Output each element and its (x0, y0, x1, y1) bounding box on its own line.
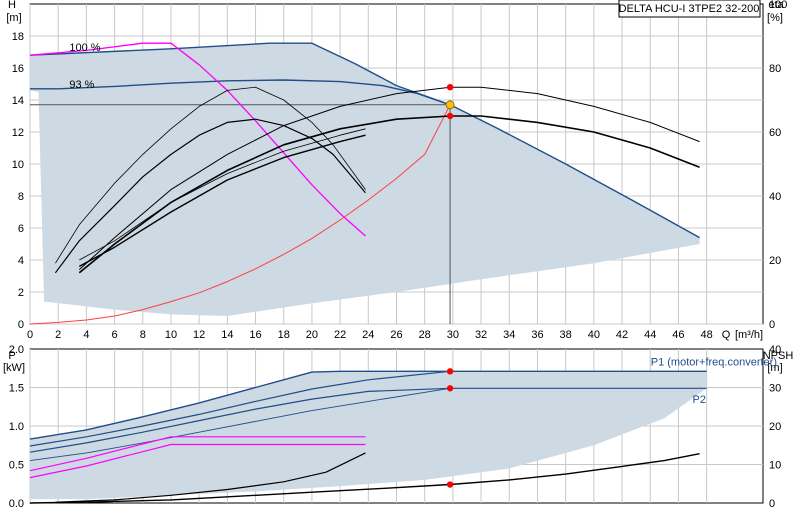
upper-operating-region (30, 43, 700, 316)
x-tick-label: 44 (644, 329, 656, 341)
x-tick-label: 16 (249, 329, 261, 341)
x-tick-label: 8 (140, 329, 146, 341)
x-tick-label: 20 (306, 329, 318, 341)
series-eta-curve-3 (79, 128, 366, 261)
p2-marker (446, 385, 454, 392)
x-tick-label: 0 (27, 329, 33, 341)
npsh-marker (446, 481, 454, 488)
series-eta-curve-2 (54, 118, 366, 274)
x-tick-label: 12 (193, 329, 205, 341)
series-p1-93 (29, 370, 451, 447)
y2-tick-label: 0 (769, 319, 775, 331)
chart-title: DELTA HCU-I 3TPE2 32-200 (619, 3, 760, 15)
lower-series-lines (29, 370, 707, 504)
x-tick-label: 38 (560, 329, 572, 341)
x-axis-label: Q (722, 329, 731, 341)
y2-tick-label: 100 (769, 0, 787, 11)
y-tick-label: 8 (18, 191, 24, 203)
y-tick-label: 16 (12, 63, 24, 75)
series-system-curve (29, 104, 451, 325)
lower-y2-tick-label: 20 (769, 421, 781, 433)
x-tick-label: 18 (278, 329, 290, 341)
series-p1-envelope (29, 370, 707, 440)
lower-y2-tick-label: 10 (769, 460, 781, 472)
series-p1-speed-limit (29, 436, 366, 472)
x-tick-label: 40 (588, 329, 600, 341)
series-p2-93 (29, 387, 451, 462)
lower-y-tick-label: 1.0 (9, 421, 24, 433)
p2-annotation: P2 (693, 394, 706, 406)
x-tick-label: 14 (221, 329, 233, 341)
title-box (618, 0, 761, 18)
y-tick-label: 4 (18, 255, 24, 267)
series-eta-curve-1 (55, 86, 366, 264)
lower-y-tick-label: 0.5 (9, 460, 24, 472)
series-head-100 (29, 42, 700, 239)
speed-annotation: 93 % (69, 79, 94, 91)
lower-y2-label: NPSH (763, 350, 794, 362)
upper-tick-labels: 0 2 4 6 8 10 12 14 16 18 20 22 24 26 28 30 32 34 36 38 40 42 4… (12, 0, 788, 341)
y2-tick-label: 40 (769, 191, 781, 203)
lower-y-label: P (8, 350, 15, 362)
x-axis-unit: [m³/h] (735, 329, 763, 341)
eta-upper-marker (446, 84, 454, 91)
p1-marker (446, 368, 454, 375)
x-tick-label: 36 (531, 329, 543, 341)
eta-lower-marker (446, 112, 454, 120)
lower-y-tick-label: 2.0 (9, 344, 24, 356)
annotations: 100 % 93 % P1 (motor+freq.converter) P2 (69, 42, 777, 406)
p1-annotation: P1 (motor+freq.converter) (651, 356, 777, 368)
series-npsh-curve-1 (55, 452, 366, 503)
x-tick-label: 4 (83, 329, 89, 341)
x-tick-label: 10 (165, 329, 177, 341)
y-tick-label: 6 (18, 223, 24, 235)
upper-region-fill (30, 43, 700, 316)
y-tick-label: 2 (18, 287, 24, 299)
x-tick-label: 46 (672, 329, 684, 341)
y2-tick-label: 80 (769, 63, 781, 75)
series-p2-100 (29, 387, 707, 453)
x-tick-label: 24 (362, 329, 374, 341)
lower-y2-unit: [m] (767, 362, 782, 374)
x-tick-label: 26 (390, 329, 402, 341)
x-tick-label: 48 (700, 329, 712, 341)
upper-series-lines (29, 42, 700, 325)
series-head-93 (30, 79, 451, 106)
y-tick-label: 10 (12, 159, 24, 171)
lower-y2-tick-label: 0 (769, 498, 775, 510)
lower-y2-tick-label: 40 (769, 344, 781, 356)
upper-y2-label: eta (768, 0, 784, 11)
series-eta-93 (78, 115, 700, 274)
x-tick-label: 6 (112, 329, 118, 341)
lower-y-tick-label: 1.5 (9, 383, 24, 395)
x-tick-label: 30 (447, 329, 459, 341)
series-eta-curve-4 (78, 134, 366, 268)
lower-y-tick-label: 0.0 (9, 498, 24, 510)
lower-tick-labels: 0.0 0.5 1.0 1.5 2.0 0 10 20 30 40 (9, 344, 782, 510)
x-tick-label: 28 (419, 329, 431, 341)
series-eta-100 (78, 86, 700, 270)
upper-y2-unit: [%] (767, 12, 783, 24)
x-tick-label: 32 (475, 329, 487, 341)
y-tick-label: 0 (18, 319, 24, 331)
x-tick-label: 2 (55, 329, 61, 341)
lower-y2-tick-label: 30 (769, 383, 781, 395)
lower-y-unit: [kW] (3, 362, 25, 374)
operating-point-markers (445, 84, 455, 488)
upper-y-unit: [m] (6, 12, 21, 24)
series-npsh-100 (29, 453, 700, 504)
speed-annotation: 100 % (69, 42, 100, 54)
x-tick-label: 22 (334, 329, 346, 341)
operating-point-marker (445, 100, 455, 110)
y-tick-label: 14 (12, 95, 24, 107)
series-p2-speed-limit (29, 443, 366, 479)
y2-tick-label: 60 (769, 127, 781, 139)
y-tick-label: 18 (12, 31, 24, 43)
x-tick-label: 34 (503, 329, 515, 341)
y-tick-label: 12 (12, 127, 24, 139)
x-tick-label: 42 (616, 329, 628, 341)
y2-tick-label: 20 (769, 255, 781, 267)
upper-y-label: H (8, 0, 16, 11)
